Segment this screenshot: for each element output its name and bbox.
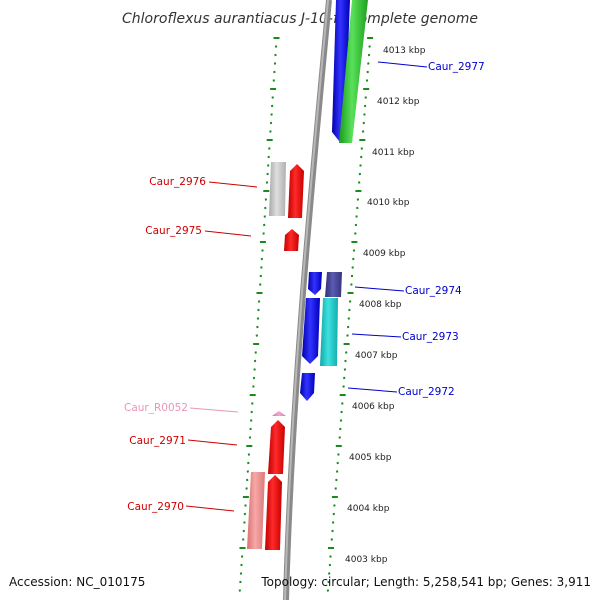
- gene-label-caur-2971[interactable]: Caur_2971: [129, 435, 186, 447]
- kbp-label: 4008 kbp: [359, 300, 402, 310]
- gene-feature-caur-2974[interactable]: [325, 272, 342, 297]
- gene-label-caur-2973[interactable]: Caur_2973: [402, 331, 459, 343]
- gene-feature-blue-small[interactable]: [308, 272, 322, 295]
- gene-label-caur-r0052[interactable]: Caur_R0052: [124, 402, 188, 414]
- kbp-label: 4005 kbp: [349, 453, 392, 463]
- kbp-label: 4006 kbp: [352, 402, 395, 412]
- kbp-label: 4013 kbp: [383, 46, 426, 56]
- kbp-label: 4012 kbp: [377, 97, 420, 107]
- kbp-scale-labels: 4013 kbp 4012 kbp 4011 kbp 4010 kbp 4009…: [345, 46, 426, 565]
- gene-feature-caur-2976[interactable]: [288, 164, 304, 218]
- gene-labels: Caur_2977 Caur_2976 Caur_2975 Caur_2974 …: [124, 61, 485, 513]
- kbp-label: 4009 kbp: [363, 249, 406, 259]
- accession-text: Accession: NC_010175: [9, 575, 145, 589]
- gene-label-caur-2976[interactable]: Caur_2976: [149, 176, 206, 188]
- genome-title: Chloroflexus aurantiacus J-10-fl, comple…: [122, 11, 478, 27]
- kbp-label: 4003 kbp: [345, 555, 388, 565]
- kbp-label: 4007 kbp: [355, 351, 398, 361]
- genome-backbone-highlight: [284, 0, 329, 600]
- kbp-label: 4004 kbp: [347, 504, 390, 514]
- gene-feature-caur-2971[interactable]: [268, 420, 285, 474]
- label-connectors: [185, 61, 428, 512]
- gene-feature-caur-2977[interactable]: [339, 0, 368, 143]
- gene-label-caur-2975[interactable]: Caur_2975: [145, 225, 202, 237]
- gene-label-caur-2972[interactable]: Caur_2972: [398, 386, 455, 398]
- gene-feature-gray[interactable]: [269, 162, 286, 216]
- gene-feature-pink[interactable]: [247, 472, 265, 549]
- gene-features: [247, 0, 368, 550]
- gene-label-caur-2970[interactable]: Caur_2970: [127, 501, 184, 513]
- gene-feature-caur-2973[interactable]: [320, 298, 338, 366]
- kbp-label: 4010 kbp: [367, 198, 410, 208]
- kbp-label: 4011 kbp: [372, 148, 415, 158]
- genome-summary-text: Topology: circular; Length: 5,258,541 bp…: [260, 575, 591, 589]
- gene-feature-caur-2972[interactable]: [300, 373, 315, 401]
- gene-label-caur-2977[interactable]: Caur_2977: [428, 61, 485, 73]
- inner-tick-ring: [238, 37, 280, 592]
- gene-label-caur-2974[interactable]: Caur_2974: [405, 285, 462, 297]
- gene-feature-caur-2975[interactable]: [284, 229, 299, 251]
- gene-feature-caur-r0052[interactable]: [272, 411, 286, 416]
- gene-feature-caur-2970[interactable]: [265, 475, 282, 550]
- outer-tick-ring: [326, 37, 374, 592]
- gene-feature-blue-medium[interactable]: [302, 298, 320, 364]
